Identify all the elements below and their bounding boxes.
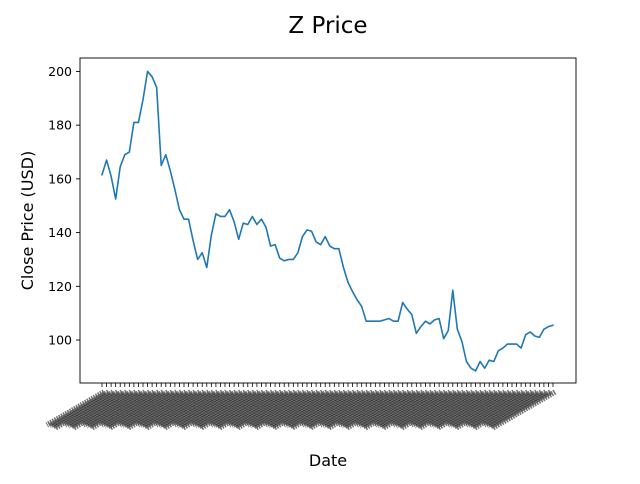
price-series-line	[101, 70, 554, 372]
x-tick-label	[69, 389, 133, 430]
x-tick-label	[337, 389, 397, 428]
plot-area-frame	[79, 57, 577, 384]
x-tick-label	[81, 389, 142, 428]
x-axis-ticks	[45, 383, 557, 431]
chart-title: Z Price	[288, 13, 367, 39]
x-tick-label	[482, 389, 543, 428]
x-tick-label	[464, 389, 525, 428]
y-axis-ticks: 100 120 140 160 180 200	[48, 64, 80, 348]
x-tick-label	[45, 389, 106, 428]
y-tick-label: 180	[48, 118, 72, 133]
y-tick-label: 160	[48, 171, 72, 186]
y-tick-label: 140	[48, 225, 72, 240]
x-axis-label: Date	[309, 451, 347, 470]
y-tick-label: 120	[48, 279, 72, 294]
y-tick-label: 200	[48, 64, 72, 79]
y-tick-label: 100	[48, 333, 72, 348]
x-tick-label	[118, 389, 179, 428]
y-axis-label: Close Price (USD)	[18, 151, 37, 290]
x-tick-label	[491, 389, 557, 431]
